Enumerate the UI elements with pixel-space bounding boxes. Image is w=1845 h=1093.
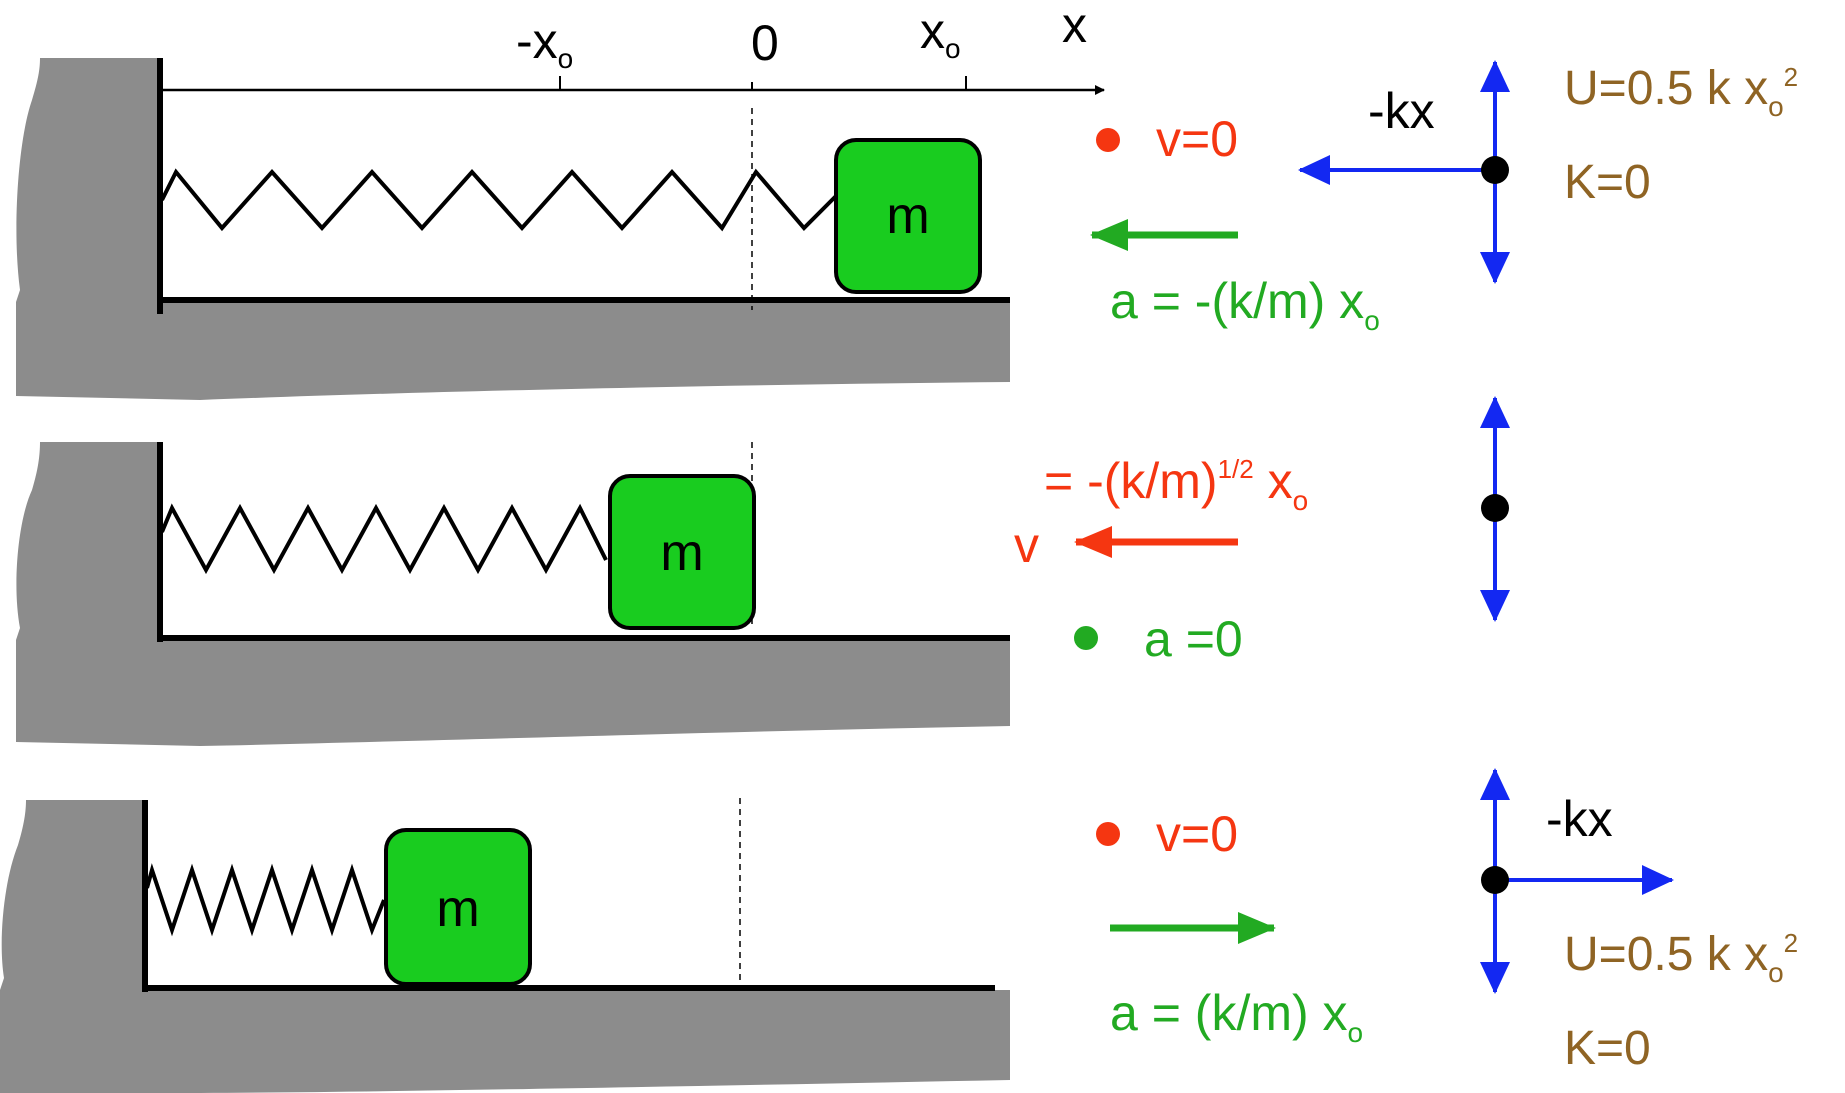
potential-energy-label-1: U=0.5 k xo2 [1564, 62, 1798, 122]
velocity-label-1: v=0 [1156, 111, 1238, 167]
mass-block-3 [384, 828, 532, 986]
spring-force-label-1: -kx [1368, 83, 1435, 139]
accel-bullet-2 [1074, 626, 1098, 650]
force-point-2 [1481, 494, 1509, 522]
accel-label-2: a =0 [1144, 611, 1243, 667]
mass-label-2: m [660, 524, 703, 582]
accel-label-1: a = -(k/m) xo [1110, 273, 1380, 336]
panel-1: -xo 0 xo x m v=0 a = -(k/m) xo -kx U=0.5… [16, 0, 1798, 400]
potential-energy-label-3: U=0.5 k xo2 [1564, 928, 1798, 988]
panel-2: m = -(k/m)1/2 xo v a =0 [16, 396, 1510, 746]
mass-block-1 [834, 138, 982, 294]
zero-label: 0 [751, 15, 779, 71]
mass-label-3: m [436, 880, 479, 938]
x-axis-label: x [1062, 0, 1087, 53]
wall-and-floor-3 [0, 800, 1010, 1093]
neg-x0-label: -xo [516, 13, 573, 74]
spring-1 [160, 168, 838, 232]
spring-3 [145, 863, 386, 937]
velocity-equation-2: = -(k/m)1/2 xo [1044, 453, 1308, 516]
panel-3: m v=0 a = (k/m) xo -kx U=0.5 k xo2 K=0 [0, 768, 1798, 1093]
velocity-bullet-1 [1096, 128, 1120, 152]
wall-and-floor-1 [16, 58, 1010, 400]
x0-label: xo [920, 3, 961, 64]
force-point-3 [1481, 866, 1509, 894]
mass-block-2 [608, 474, 756, 630]
velocity-symbol-2: v [1014, 517, 1039, 573]
kinetic-energy-label-3: K=0 [1564, 1022, 1651, 1075]
velocity-label-3: v=0 [1156, 806, 1238, 862]
mass-label-1: m [886, 187, 929, 245]
velocity-bullet-3 [1096, 822, 1120, 846]
spring-force-label-3: -kx [1546, 791, 1613, 847]
accel-label-3: a = (k/m) xo [1110, 985, 1363, 1048]
wall-and-floor-2 [16, 442, 1010, 746]
kinetic-energy-label-1: K=0 [1564, 156, 1651, 209]
spring-2 [160, 503, 608, 575]
force-point-1 [1481, 156, 1509, 184]
